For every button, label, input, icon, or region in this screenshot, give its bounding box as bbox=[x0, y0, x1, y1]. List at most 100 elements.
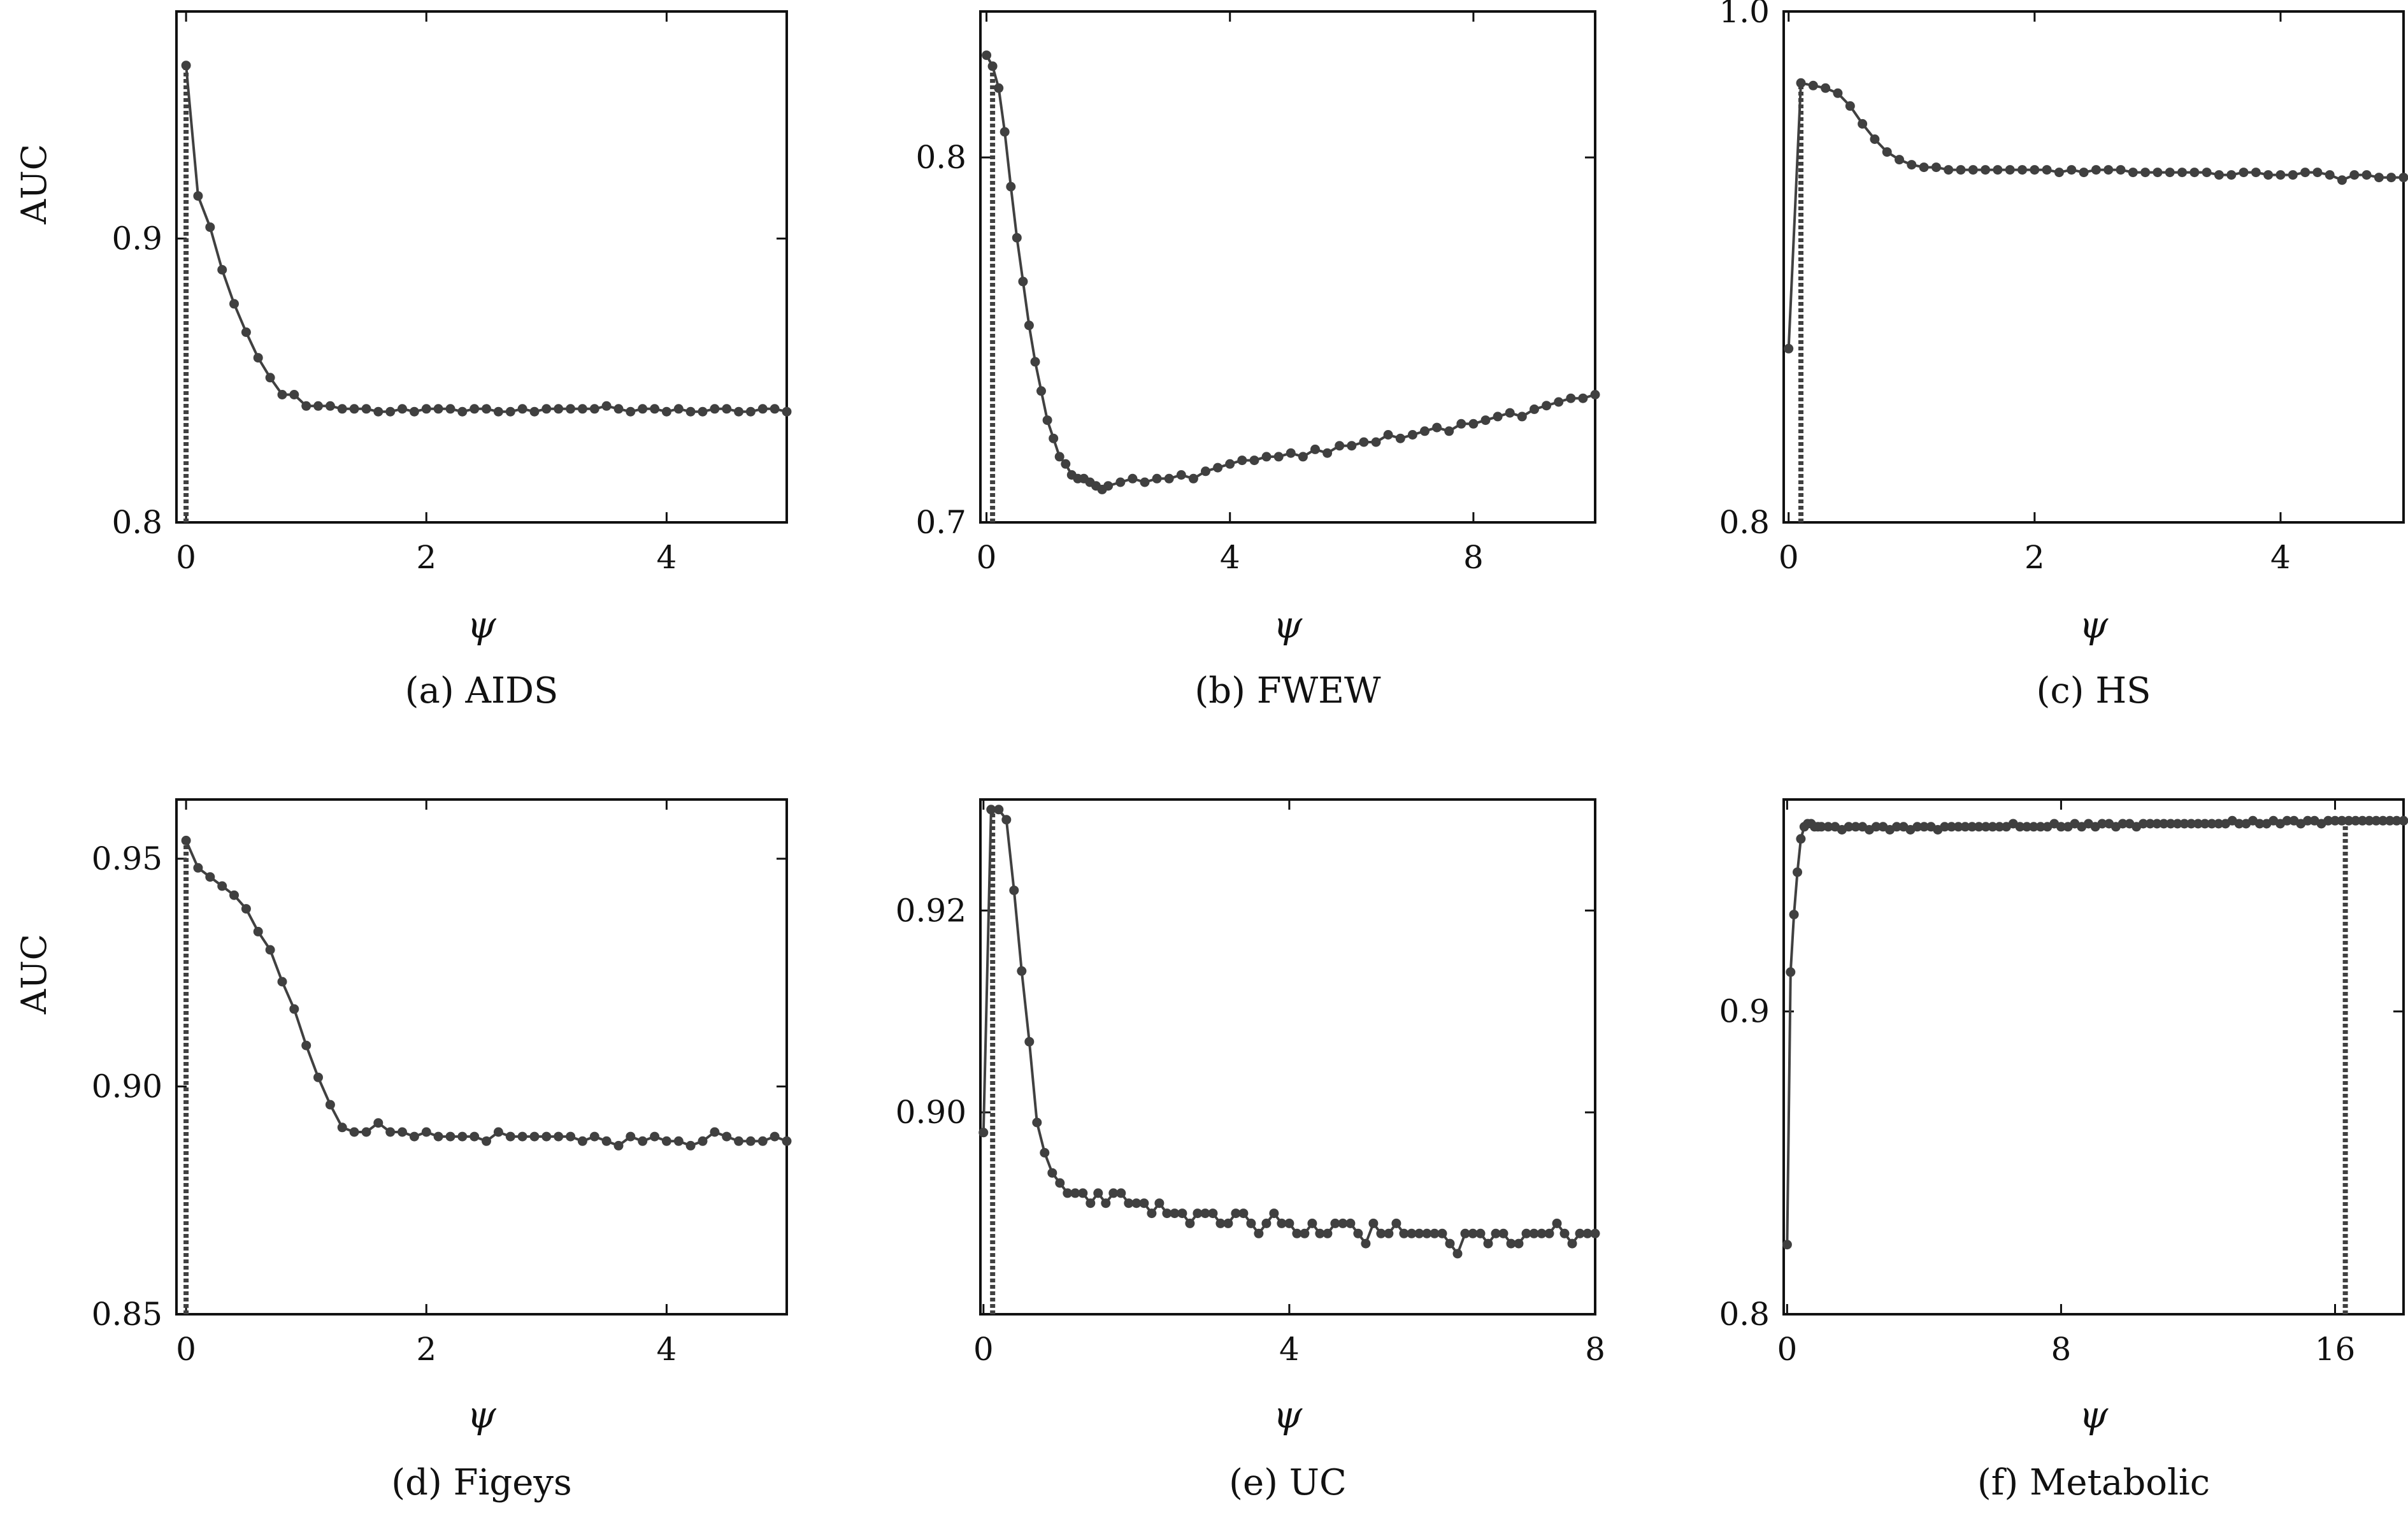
data-point bbox=[1891, 822, 1902, 832]
data-point bbox=[1988, 822, 1998, 832]
data-point bbox=[2214, 819, 2224, 829]
data-point bbox=[2054, 168, 2064, 178]
data-point bbox=[1177, 1208, 1187, 1219]
data-point bbox=[265, 945, 275, 955]
data-point bbox=[1796, 834, 1806, 844]
data-point bbox=[1944, 165, 1954, 175]
data-point bbox=[373, 406, 383, 417]
data-point bbox=[673, 404, 684, 414]
data-point bbox=[1261, 1218, 1272, 1228]
data-point bbox=[457, 1131, 468, 1142]
data-point bbox=[2177, 168, 2187, 178]
data-point bbox=[493, 1127, 503, 1137]
data-point bbox=[253, 926, 263, 936]
data-point bbox=[1162, 1208, 1172, 1219]
panel-caption: (e) UC bbox=[1229, 1462, 1347, 1503]
data-point bbox=[349, 1127, 359, 1137]
data-point bbox=[1238, 1208, 1249, 1219]
data-point bbox=[1063, 1188, 1073, 1198]
data-point bbox=[2103, 165, 2114, 175]
data-point bbox=[2337, 175, 2347, 185]
data-point bbox=[469, 404, 480, 414]
data-point bbox=[2015, 822, 2025, 832]
data-point bbox=[1042, 415, 1052, 426]
x-tick-label: 0 bbox=[977, 539, 997, 576]
plot-frame bbox=[1782, 798, 2405, 1316]
data-point bbox=[2207, 819, 2217, 829]
data-point bbox=[613, 404, 624, 414]
data-point bbox=[1315, 1228, 1325, 1238]
data-point bbox=[1347, 441, 1357, 451]
x-tick-label: 8 bbox=[1463, 539, 1484, 576]
data-point bbox=[1430, 1228, 1440, 1238]
data-point bbox=[589, 404, 599, 414]
data-point bbox=[1566, 393, 1576, 403]
plot-frame bbox=[979, 10, 1596, 524]
data-point bbox=[661, 1136, 671, 1146]
data-point bbox=[673, 1136, 684, 1146]
data-point bbox=[1882, 147, 1892, 157]
data-point bbox=[505, 406, 515, 417]
data-point bbox=[1201, 466, 1210, 477]
data-point bbox=[1582, 1228, 1593, 1238]
data-point bbox=[482, 404, 491, 414]
data-point bbox=[1483, 1238, 1493, 1249]
data-point bbox=[2116, 165, 2126, 175]
y-axis-label: AUC bbox=[14, 144, 54, 225]
series-line bbox=[1787, 82, 2404, 349]
data-point bbox=[2152, 819, 2162, 829]
series-line bbox=[185, 840, 787, 1147]
y-tick-label: 0.8 bbox=[1719, 1296, 1770, 1333]
data-point bbox=[745, 1136, 756, 1146]
data-point bbox=[1940, 822, 1950, 832]
data-point bbox=[1895, 155, 1904, 165]
data-point bbox=[1322, 448, 1333, 458]
data-point bbox=[445, 1131, 455, 1142]
data-point bbox=[638, 1136, 648, 1146]
data-point bbox=[1493, 412, 1503, 422]
data-point bbox=[1273, 452, 1284, 462]
data-point bbox=[1322, 1228, 1333, 1238]
data-point bbox=[2165, 168, 2175, 178]
data-point bbox=[1032, 1117, 1042, 1128]
x-tick-label: 2 bbox=[416, 539, 436, 576]
data-point bbox=[313, 1072, 323, 1082]
data-point bbox=[1974, 822, 1984, 832]
data-point bbox=[1953, 822, 1963, 832]
data-point bbox=[1552, 1218, 1562, 1228]
data-point bbox=[1116, 1188, 1126, 1198]
data-point bbox=[2202, 168, 2212, 178]
chart-panel-1: 0 2 4 0.8 0.9 ψ AUC (a) AIDS bbox=[14, 10, 792, 712]
data-point bbox=[301, 1040, 312, 1050]
chart-panel-3: 0 2 4 0.8 1.0 ψ (c) HS bbox=[1719, 0, 2408, 712]
data-point bbox=[337, 1122, 347, 1133]
y-tick-label: 1.0 bbox=[1719, 0, 1770, 30]
data-point bbox=[1213, 462, 1223, 473]
y-tick-label: 0.8 bbox=[1719, 504, 1770, 541]
data-point bbox=[698, 1136, 708, 1146]
data-point bbox=[1368, 1218, 1379, 1228]
x-tick-label: 4 bbox=[2270, 539, 2291, 576]
data-point bbox=[2005, 165, 2015, 175]
data-point bbox=[361, 404, 371, 414]
data-point bbox=[2282, 815, 2292, 826]
data-point bbox=[205, 222, 215, 233]
data-point bbox=[1330, 1218, 1340, 1228]
data-point bbox=[2300, 168, 2311, 178]
data-point bbox=[1554, 397, 1564, 407]
data-point bbox=[1040, 1148, 1050, 1158]
data-point bbox=[1480, 415, 1491, 426]
data-point bbox=[2303, 815, 2312, 826]
data-point bbox=[2358, 815, 2367, 826]
data-point bbox=[337, 404, 347, 414]
data-point bbox=[265, 373, 275, 383]
data-point bbox=[1475, 1228, 1486, 1238]
data-point bbox=[1506, 1238, 1516, 1249]
data-point bbox=[601, 401, 612, 411]
data-point bbox=[1307, 1218, 1317, 1228]
data-point bbox=[650, 404, 660, 414]
data-point bbox=[409, 1131, 419, 1142]
data-point bbox=[385, 406, 396, 417]
data-point bbox=[1223, 1218, 1233, 1228]
